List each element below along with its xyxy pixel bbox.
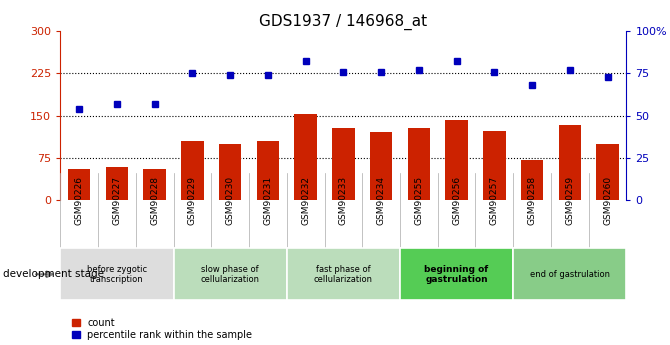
Bar bbox=[332, 128, 354, 200]
Bar bbox=[446, 119, 468, 200]
Text: GSM90228: GSM90228 bbox=[150, 176, 159, 225]
Text: GSM90232: GSM90232 bbox=[301, 176, 310, 225]
Bar bbox=[181, 141, 204, 200]
Bar bbox=[68, 169, 90, 200]
Bar bbox=[143, 169, 166, 200]
Bar bbox=[483, 131, 506, 200]
Bar bbox=[370, 132, 393, 200]
Bar bbox=[559, 125, 581, 200]
Text: development stage: development stage bbox=[3, 269, 105, 279]
Bar bbox=[294, 115, 317, 200]
Text: GSM90258: GSM90258 bbox=[527, 176, 537, 225]
Text: GSM90233: GSM90233 bbox=[339, 176, 348, 225]
Title: GDS1937 / 146968_at: GDS1937 / 146968_at bbox=[259, 13, 427, 30]
Text: GSM90257: GSM90257 bbox=[490, 176, 499, 225]
Bar bbox=[407, 128, 430, 200]
Text: GSM90230: GSM90230 bbox=[226, 176, 234, 225]
Bar bbox=[287, 248, 400, 300]
Text: GSM90226: GSM90226 bbox=[74, 176, 84, 225]
Bar bbox=[596, 144, 619, 200]
Text: GSM90259: GSM90259 bbox=[565, 176, 574, 225]
Legend: count, percentile rank within the sample: count, percentile rank within the sample bbox=[72, 318, 253, 340]
Text: GSM90231: GSM90231 bbox=[263, 176, 273, 225]
Text: GSM90234: GSM90234 bbox=[377, 176, 386, 225]
Text: fast phase of
cellularization: fast phase of cellularization bbox=[314, 265, 373, 284]
Text: GSM90255: GSM90255 bbox=[414, 176, 423, 225]
Bar bbox=[400, 248, 513, 300]
Bar bbox=[60, 248, 174, 300]
Bar bbox=[513, 248, 626, 300]
Bar bbox=[174, 248, 287, 300]
Text: GSM90256: GSM90256 bbox=[452, 176, 461, 225]
Text: GSM90227: GSM90227 bbox=[113, 176, 121, 225]
Bar bbox=[219, 144, 241, 200]
Text: GSM90260: GSM90260 bbox=[603, 176, 612, 225]
Text: beginning of
gastrulation: beginning of gastrulation bbox=[425, 265, 488, 284]
Bar bbox=[257, 141, 279, 200]
Bar bbox=[106, 167, 128, 200]
Bar bbox=[521, 159, 543, 200]
Text: end of gastrulation: end of gastrulation bbox=[530, 270, 610, 279]
Text: before zygotic
transcription: before zygotic transcription bbox=[87, 265, 147, 284]
Text: slow phase of
cellularization: slow phase of cellularization bbox=[200, 265, 260, 284]
Text: GSM90229: GSM90229 bbox=[188, 176, 197, 225]
